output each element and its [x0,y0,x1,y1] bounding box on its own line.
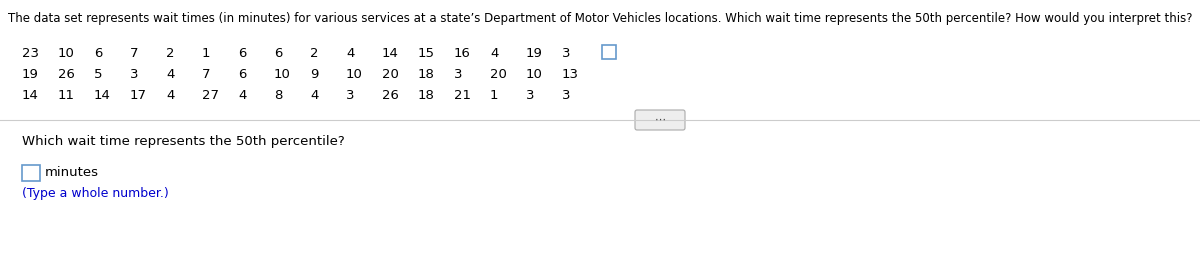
Text: 9: 9 [310,68,318,81]
Text: 6: 6 [274,47,282,60]
FancyBboxPatch shape [602,45,616,59]
Text: The data set represents wait times (in minutes) for various services at a state’: The data set represents wait times (in m… [8,12,1193,25]
Text: 16: 16 [454,47,470,60]
Text: 21: 21 [454,89,470,102]
Text: 3: 3 [454,68,462,81]
Text: 10: 10 [346,68,362,81]
Text: 3: 3 [562,47,570,60]
Text: 4: 4 [166,89,174,102]
Text: 11: 11 [58,89,74,102]
Text: 2: 2 [166,47,174,60]
Text: 1: 1 [202,47,210,60]
Text: 10: 10 [274,68,290,81]
Text: (Type a whole number.): (Type a whole number.) [22,187,169,200]
Text: 18: 18 [418,89,434,102]
Text: 10: 10 [58,47,74,60]
Text: 20: 20 [382,68,398,81]
Text: 6: 6 [238,47,246,60]
Text: 20: 20 [490,68,506,81]
FancyBboxPatch shape [22,165,40,181]
Text: 8: 8 [274,89,282,102]
Text: 7: 7 [202,68,210,81]
Text: 1: 1 [490,89,498,102]
Text: 4: 4 [490,47,498,60]
Text: 26: 26 [58,68,74,81]
Text: 6: 6 [238,68,246,81]
Text: 4: 4 [238,89,246,102]
Text: 18: 18 [418,68,434,81]
Text: ⋯: ⋯ [654,115,666,125]
Text: 3: 3 [346,89,354,102]
Text: 3: 3 [526,89,534,102]
Text: 15: 15 [418,47,436,60]
Text: 14: 14 [382,47,398,60]
Text: 4: 4 [310,89,318,102]
Text: 2: 2 [310,47,318,60]
Text: 10: 10 [526,68,542,81]
Text: 5: 5 [94,68,102,81]
Text: 4: 4 [166,68,174,81]
Text: 14: 14 [22,89,38,102]
Text: 3: 3 [130,68,138,81]
Text: 4: 4 [346,47,354,60]
Text: 26: 26 [382,89,398,102]
Text: 6: 6 [94,47,102,60]
Text: 3: 3 [562,89,570,102]
Text: Which wait time represents the 50th percentile?: Which wait time represents the 50th perc… [22,135,344,148]
Text: 23: 23 [22,47,38,60]
Text: 19: 19 [526,47,542,60]
Text: 19: 19 [22,68,38,81]
Text: 14: 14 [94,89,110,102]
Text: minutes: minutes [46,166,98,179]
Text: 17: 17 [130,89,148,102]
Text: 27: 27 [202,89,220,102]
Text: 7: 7 [130,47,138,60]
FancyBboxPatch shape [635,110,685,130]
Text: 13: 13 [562,68,580,81]
